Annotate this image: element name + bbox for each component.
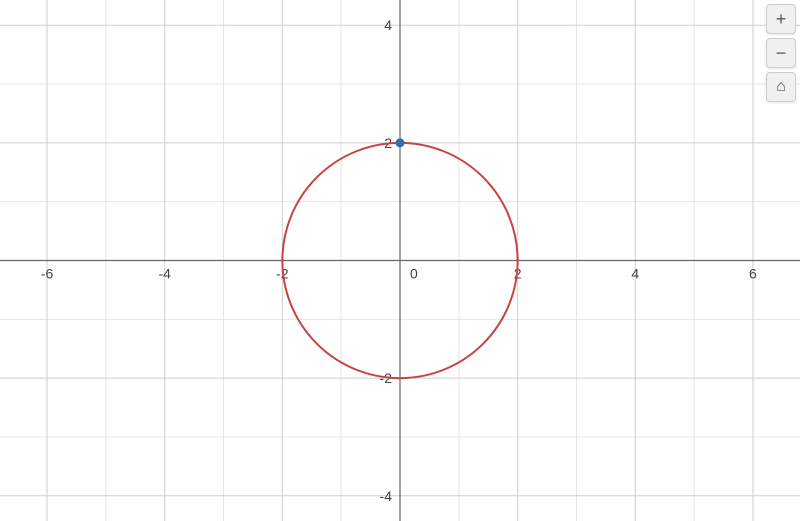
svg-text:-4: -4	[158, 266, 171, 282]
axes	[0, 0, 800, 521]
svg-text:-6: -6	[41, 266, 54, 282]
coordinate-plane[interactable]: -6-4-20246-4-224	[0, 0, 800, 521]
plot-points	[396, 139, 404, 147]
svg-text:4: 4	[384, 17, 392, 33]
svg-text:6: 6	[749, 266, 757, 282]
plus-icon: +	[776, 9, 787, 30]
graph-container: -6-4-20246-4-224 + − ⌂	[0, 0, 800, 521]
home-button[interactable]: ⌂	[766, 72, 796, 102]
svg-text:4: 4	[631, 266, 639, 282]
svg-text:0: 0	[410, 266, 418, 282]
zoom-controls: + − ⌂	[766, 4, 796, 102]
svg-text:-4: -4	[380, 488, 393, 504]
minus-icon: −	[776, 43, 787, 64]
zoom-in-button[interactable]: +	[766, 4, 796, 34]
home-icon: ⌂	[776, 78, 786, 96]
zoom-out-button[interactable]: −	[766, 38, 796, 68]
